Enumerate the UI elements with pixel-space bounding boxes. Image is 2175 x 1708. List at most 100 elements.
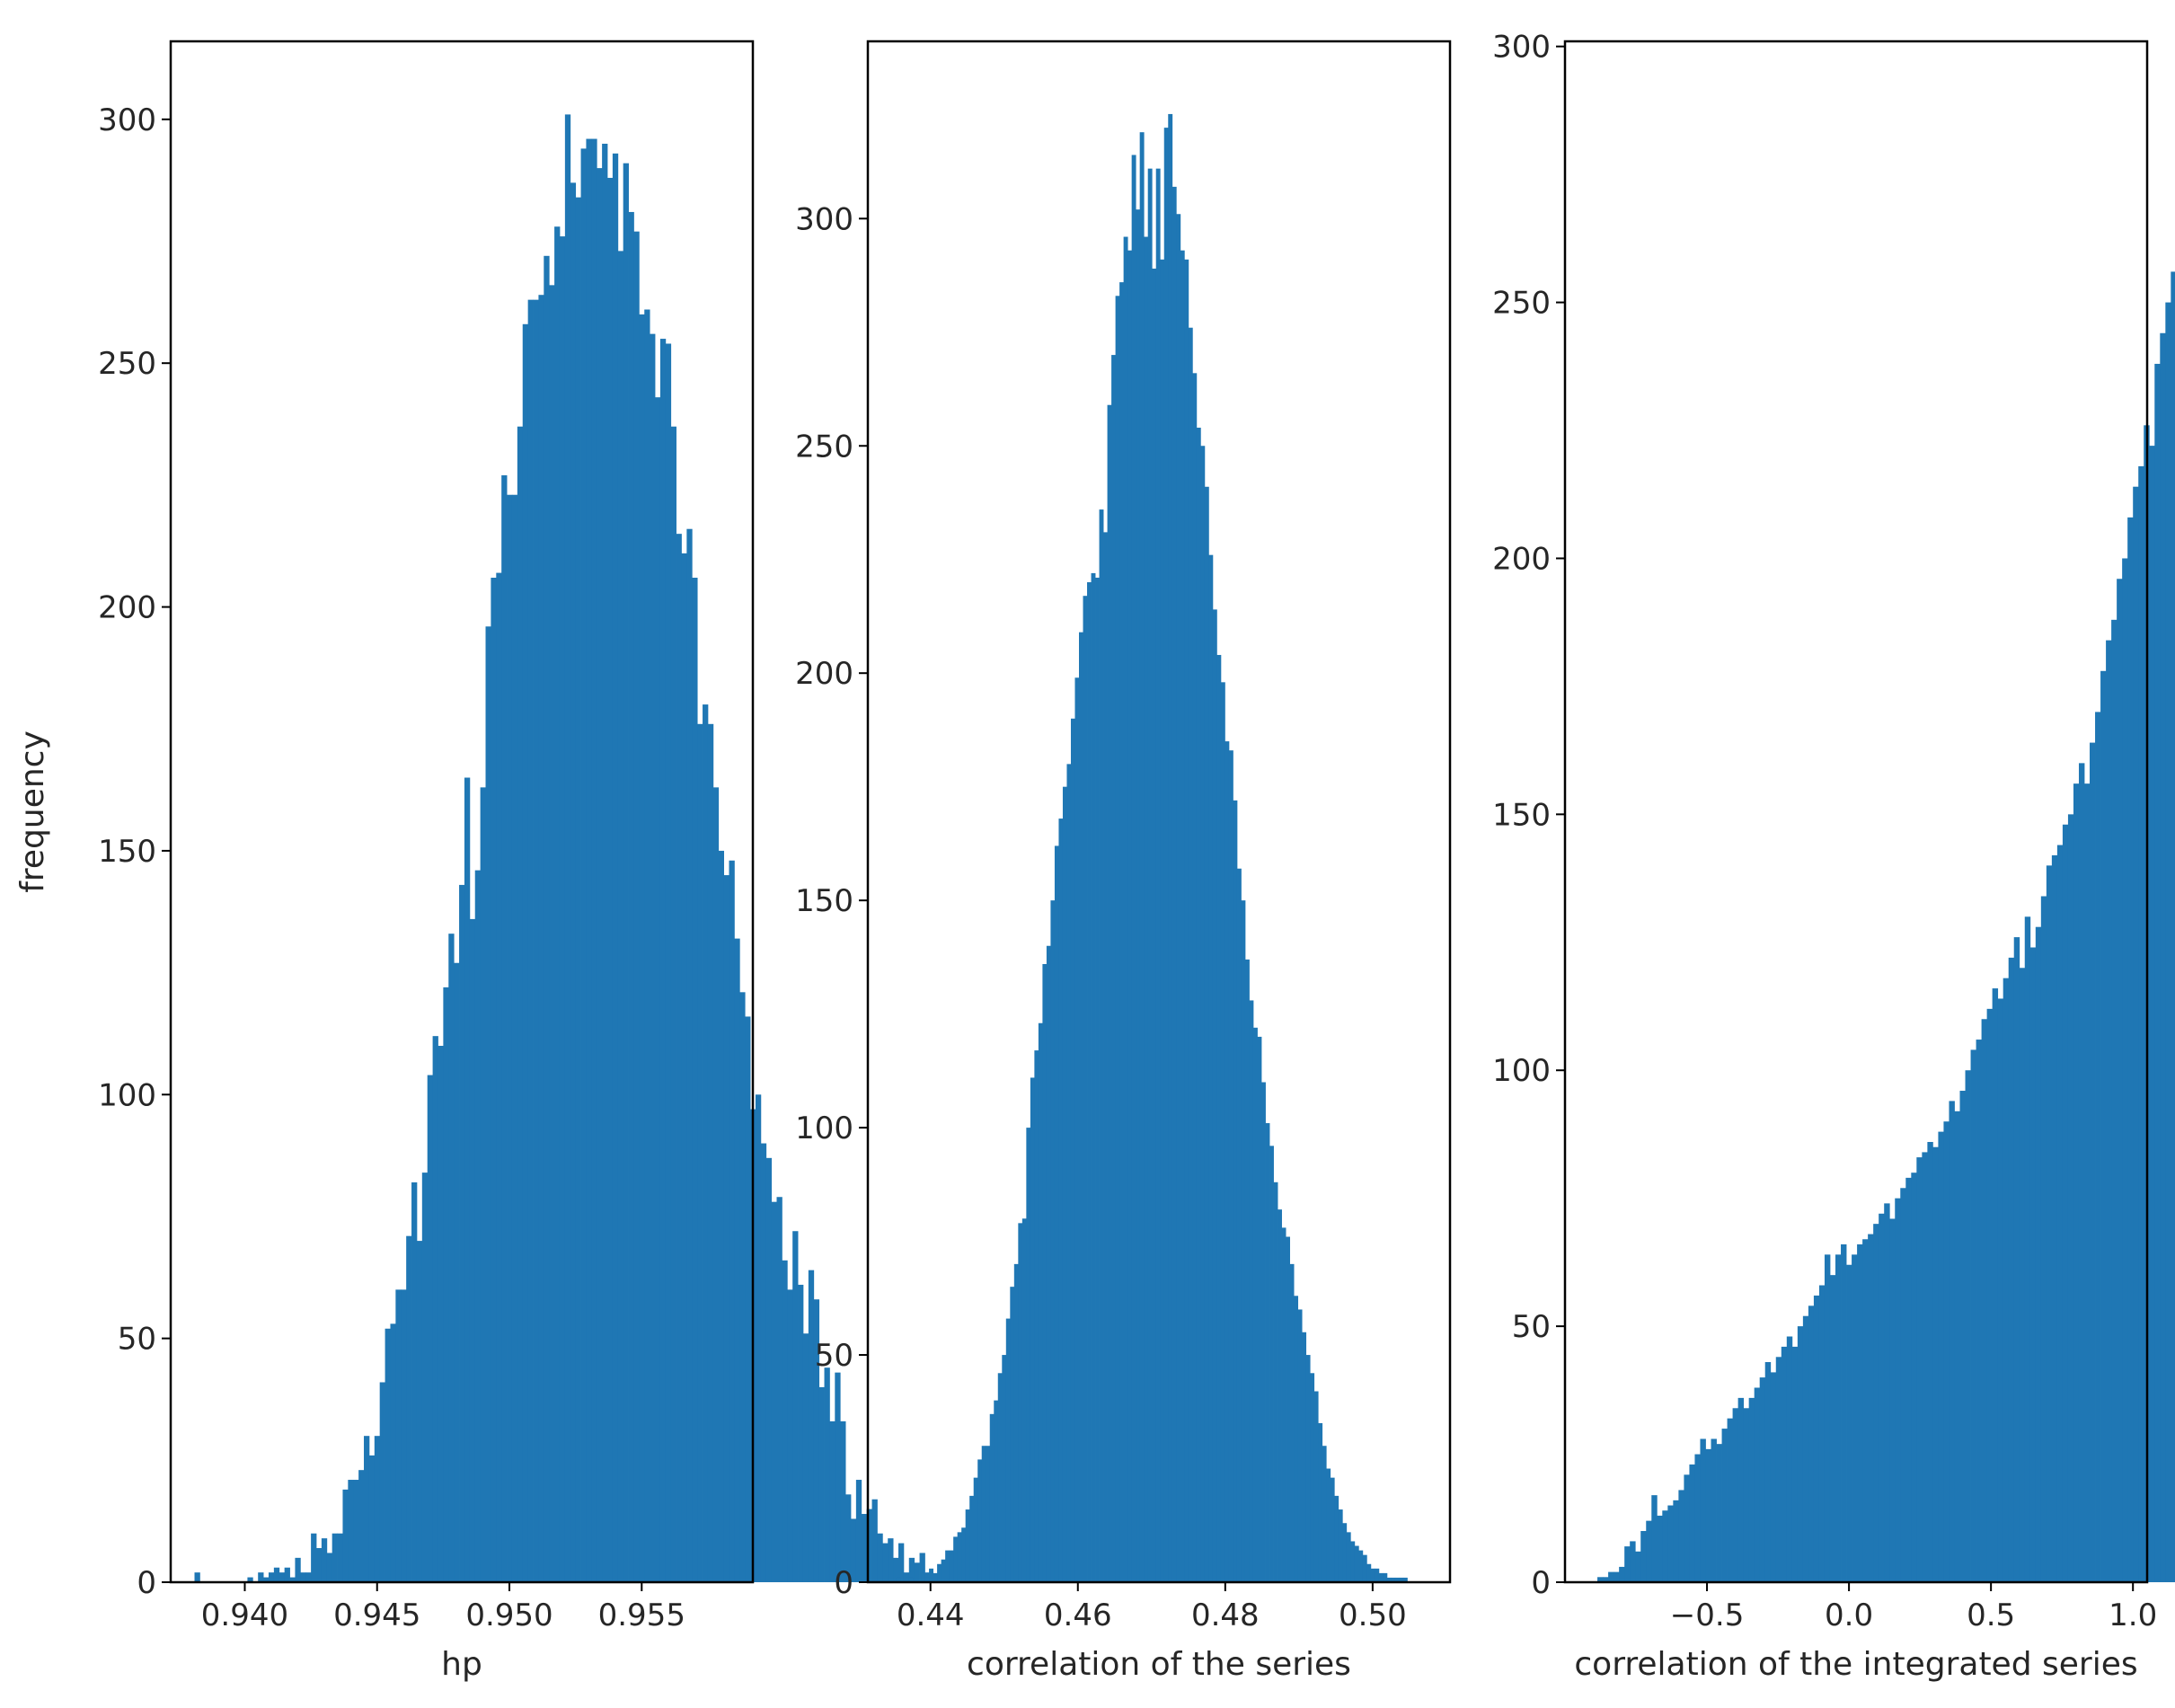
bars-group: [896, 113, 1408, 1583]
histogram-bar: [1383, 1572, 1388, 1582]
histogram-bar: [1366, 1563, 1372, 1582]
histogram-bar: [1362, 1554, 1367, 1582]
histogram-bar: [969, 1495, 975, 1582]
histogram-bar: [454, 962, 460, 1582]
histogram-bar: [289, 1577, 296, 1582]
histogram-bar: [1358, 1550, 1364, 1582]
histogram-bar: [1252, 1027, 1258, 1582]
histogram-bar: [491, 577, 497, 1582]
histogram-bar: [1873, 1224, 1879, 1582]
histogram-bar: [1884, 1203, 1890, 1582]
histogram-bar: [1619, 1566, 1625, 1582]
histogram-bar: [1603, 1577, 1609, 1582]
histogram-bar: [591, 138, 597, 1582]
histogram-bar: [1261, 1082, 1266, 1582]
histogram-bar: [517, 426, 524, 1582]
histogram-bar: [1269, 1146, 1274, 1582]
x-axis-ticks: 0.44 0.46 0.48 0.50: [897, 1582, 1407, 1633]
histogram-bar: [511, 494, 518, 1582]
histogram-bar: [1900, 1188, 1906, 1582]
histogram-bar: [538, 295, 544, 1583]
y-tick-label: 100: [795, 1111, 853, 1146]
histogram-bar: [953, 1536, 959, 1582]
histogram-bar: [527, 299, 534, 1582]
histogram-bar: [1046, 945, 1051, 1582]
histogram-bar: [1180, 250, 1185, 1583]
histogram-bar: [1152, 268, 1157, 1583]
y-tick-label: 50: [118, 1322, 156, 1358]
y-tick-label: 50: [1512, 1309, 1551, 1345]
histogram-bar: [1700, 1438, 1706, 1582]
histogram-bar: [1667, 1505, 1674, 1582]
histogram-bar: [665, 343, 672, 1582]
histogram-bar: [813, 1299, 820, 1582]
histogram-bar: [1635, 1551, 1641, 1582]
histogram-bar: [1678, 1490, 1684, 1582]
histogram-bar: [771, 1201, 777, 1582]
histogram-bar: [268, 1572, 275, 1582]
histogram-bar: [1302, 1332, 1307, 1582]
y-tick-label: 200: [795, 656, 853, 692]
histogram-bar: [888, 1538, 894, 1582]
histogram-bar: [2003, 978, 2010, 1582]
histogram-bar: [1042, 963, 1048, 1582]
y-tick-label: 300: [795, 201, 853, 237]
histogram-bar: [1079, 632, 1083, 1583]
y-axis-ticks: 0 50 100 150 200 250 300: [795, 201, 868, 1601]
histogram-bar: [633, 231, 640, 1582]
histogram-bar: [474, 870, 482, 1582]
histogram-bar: [485, 626, 491, 1582]
y-tick-label: 200: [98, 590, 156, 626]
histogram-bar: [353, 1480, 359, 1582]
histogram-bar: [501, 475, 508, 1582]
histogram-bar: [2073, 783, 2080, 1582]
histogram-bar: [697, 723, 703, 1582]
x-tick-label: 0.5: [1967, 1597, 2015, 1633]
x-tick-label: 0.940: [201, 1597, 288, 1633]
histogram-bar: [2100, 670, 2107, 1582]
histogram-panel-correlation: 0.44 0.46 0.48 0.50 0 50 100 150 200 250 300 corr…: [795, 40, 1452, 1683]
histogram-bar: [1835, 1254, 1842, 1582]
histogram-bar: [1711, 1438, 1717, 1582]
histogram-bar: [507, 494, 513, 1582]
histogram-bar: [1673, 1500, 1679, 1582]
histogram-bar: [1155, 168, 1161, 1582]
histogram-bar: [1813, 1295, 1820, 1582]
histogram-bar: [1824, 1254, 1831, 1582]
histogram-bar: [989, 1413, 995, 1582]
x-tick-label: 0.46: [1044, 1597, 1112, 1633]
histogram-bar: [965, 1509, 970, 1582]
histogram-bar: [1334, 1495, 1339, 1582]
histogram-bar: [1208, 554, 1214, 1583]
histogram-bar: [1342, 1523, 1348, 1582]
histogram-bar: [644, 309, 650, 1582]
histogram-bar: [1225, 741, 1230, 1582]
histogram-bar: [1054, 845, 1059, 1582]
histogram-bar: [406, 1235, 412, 1582]
histogram-bar: [1764, 1362, 1772, 1582]
histogram-bar: [1087, 582, 1092, 1582]
histogram-bar: [1879, 1213, 1885, 1582]
x-axis-ticks: 0.940 0.945 0.950 0.955: [201, 1582, 685, 1633]
histogram-bar: [1119, 282, 1125, 1582]
histogram-bar: [655, 397, 661, 1583]
histogram-bar: [2024, 916, 2031, 1582]
histogram-bar: [295, 1557, 301, 1582]
histogram-bar: [1938, 1131, 1944, 1582]
histogram-bar: [1970, 1049, 1976, 1582]
histogram-bar: [1286, 1236, 1290, 1582]
histogram-bar: [861, 1514, 868, 1582]
histogram-bar: [580, 148, 587, 1582]
histogram-bar: [1273, 1181, 1278, 1582]
histogram-bar: [1775, 1357, 1782, 1582]
x-tick-label: 0.44: [897, 1597, 965, 1633]
histogram-bar: [1959, 1091, 1966, 1582]
histogram-bar: [1857, 1243, 1863, 1582]
histogram-bar: [1981, 1019, 1988, 1582]
histogram-bar: [2051, 854, 2058, 1582]
histogram-bar: [765, 1157, 773, 1582]
histogram-bar: [1916, 1157, 1923, 1582]
histogram-bar: [1732, 1408, 1739, 1582]
y-tick-label: 250: [795, 429, 853, 465]
histogram-bar: [1163, 128, 1169, 1582]
